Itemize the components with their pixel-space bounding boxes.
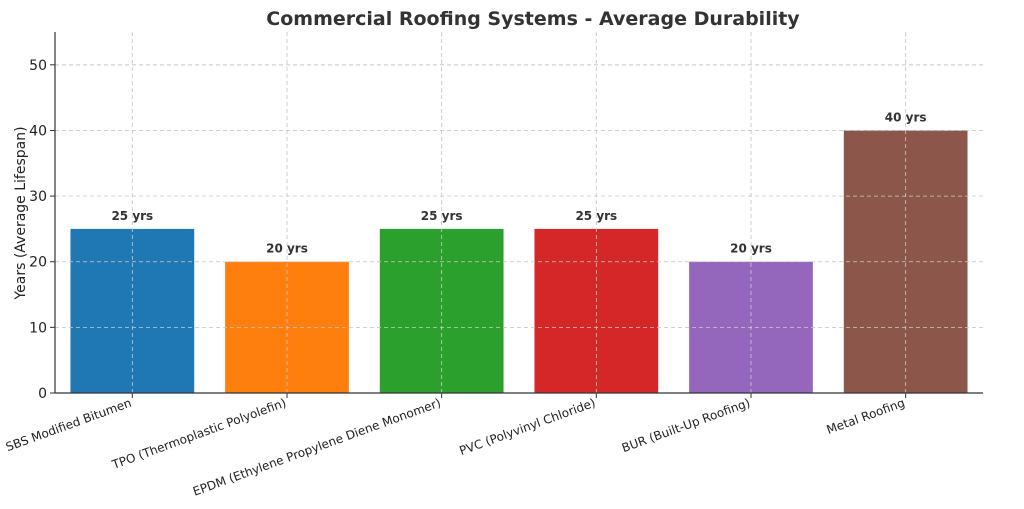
data-label: 25 yrs xyxy=(421,209,463,223)
y-tick-label: 40 xyxy=(29,123,47,139)
data-label: 25 yrs xyxy=(111,209,153,223)
data-labels: 25 yrs 20 yrs 25 yrs 25 yrs 20 yrs 40 yrs xyxy=(111,110,926,255)
x-tick-label: Metal Roofing xyxy=(825,396,907,437)
data-label: 20 yrs xyxy=(730,242,772,256)
gridlines-overlay xyxy=(55,32,983,393)
axes xyxy=(54,32,983,394)
data-label: 20 yrs xyxy=(266,242,308,256)
x-tick-label: BUR (Built-Up Roofing) xyxy=(620,396,752,456)
y-tick-label: 0 xyxy=(38,386,47,402)
y-axis-label: Years (Average Lifespan) xyxy=(13,126,29,300)
data-label: 40 yrs xyxy=(885,110,927,124)
chart-title: Commercial Roofing Systems - Average Dur… xyxy=(266,8,800,30)
x-tick-label: EPDM (Ethylene Propylene Diene Monomer) xyxy=(191,396,443,499)
x-tick-label: SBS Modified Bitumen xyxy=(4,396,133,455)
y-tick-label: 30 xyxy=(29,189,47,205)
y-tick-labels: 0 10 20 30 40 50 xyxy=(29,58,55,402)
y-tick-label: 10 xyxy=(29,320,47,336)
y-tick-label: 50 xyxy=(29,58,47,74)
x-tick-label: PVC (Polyvinyl Chloride) xyxy=(457,396,597,458)
y-tick-label: 20 xyxy=(29,255,47,271)
data-label: 25 yrs xyxy=(575,209,617,223)
